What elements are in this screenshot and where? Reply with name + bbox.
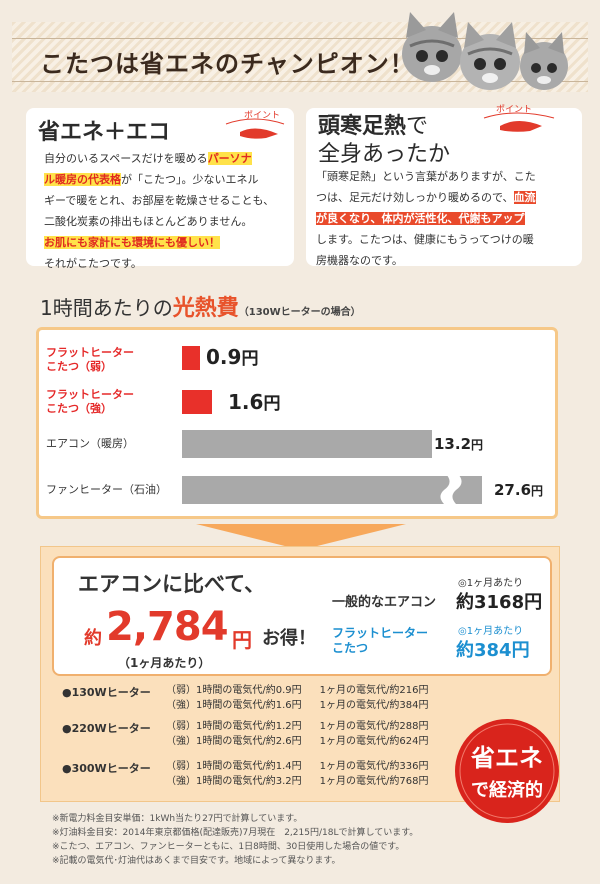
kitten-middle: [460, 22, 520, 90]
category-label-kotatsu-weak: フラットヒーター こたつ（弱）: [46, 346, 134, 373]
heater-300w-label: ●300Wヒーター: [62, 762, 151, 775]
value-label-aircon: 13.2円: [434, 435, 484, 453]
heater-130w-rates: （弱）1時間の電気代/約0.9円 1ヶ月の電気代/約216円 （強）1時間の電気代…: [166, 685, 429, 711]
kittens-image: [402, 12, 568, 90]
point-label: ポイント: [496, 104, 532, 115]
footnotes: ※新電力料金目安単価：1kWh当たり27円で計算しています。 ※灯油料金目安：2…: [52, 812, 418, 868]
heater-220w-label: ●220Wヒーター: [62, 722, 151, 735]
comparison-heading: エアコンに比べて、: [78, 572, 266, 596]
aircon-per-month-note: ◎1ヶ月あたり: [458, 578, 524, 589]
category-label-aircon: エアコン（暖房）: [46, 437, 134, 450]
health-card-text: 「頭寒足熱」という言葉がありますが、こた つは、足元だけ効しっかり暖めるので、血…: [316, 170, 536, 267]
aircon-monthly-cost: 約3168円: [456, 592, 543, 613]
cost-section-title: 1時間あたりの光熱費（130Wヒーターの場合）: [40, 296, 361, 321]
pointer-hand-icon: [240, 128, 278, 139]
aircon-label: 一般的なエアコン: [332, 595, 437, 610]
health-card: [306, 108, 582, 266]
heater-300w-rates: （弱）1時間の電気代/約1.4円 1ヶ月の電気代/約336円 （強）1時間の電気代…: [166, 761, 429, 787]
economy-badge: 省エネ で経済的: [455, 719, 559, 823]
footnote: ※こたつ、エアコン、ファンヒーターともに、1日8時間、30日使用した場合の値です…: [52, 842, 405, 852]
kitten-right: [520, 32, 568, 90]
savings-per-month: （1ヶ月あたり）: [118, 656, 211, 670]
category-label-fan-heater: ファンヒーター（石油）: [46, 483, 167, 496]
eco-card-title: 省エネ＋エコ: [38, 120, 171, 145]
kotatsu-per-month-note: ◎1ヶ月あたり: [458, 626, 524, 637]
heater-220w-rates: （弱）1時間の電気代/約1.2円 1ヶ月の電気代/約288円 （強）1時間の電気代…: [166, 721, 429, 747]
bar-kotatsu-strong: [182, 390, 212, 414]
health-card-title: 頭寒足熱で: [318, 114, 429, 139]
down-arrow-icon: [196, 524, 406, 550]
kotatsu-label: フラットヒーター こたつ: [332, 626, 429, 655]
point-label: ポイント: [244, 110, 280, 121]
point-badge-left: ポイント: [225, 110, 285, 139]
comparison-box: [52, 556, 552, 676]
savings-approx: 約: [84, 628, 102, 649]
health-card-subtitle: 全身あったか: [318, 142, 451, 167]
savings-yen: 円: [232, 628, 252, 652]
category-label-kotatsu-strong: フラットヒーター こたつ（強）: [46, 388, 134, 415]
savings-otoku: お得！: [262, 628, 316, 649]
point-badge-right: ポイント: [483, 104, 555, 132]
page-title: こたつは省エネのチャンピオン！: [40, 50, 415, 78]
footnote: ※新電力料金目安単価：1kWh当たり27円で計算しています。: [52, 814, 303, 824]
badge-line-2: で経済的: [471, 779, 543, 801]
kotatsu-monthly-cost: 約384円: [456, 640, 530, 661]
bar-kotatsu-weak: [182, 346, 200, 370]
savings-amount: 2,784: [106, 604, 229, 650]
eco-card-text: 自分のいるスペースだけを暖めるパーソナ ル暖房の代表格が「こたつ」。少ないエネル…: [44, 152, 275, 270]
bar-aircon: [182, 430, 432, 458]
value-label-kotatsu-weak: 0.9円: [206, 345, 259, 369]
heater-130w-label: ●130Wヒーター: [62, 686, 151, 699]
kitten-left: [402, 12, 462, 82]
footnote: ※灯油料金目安：2014年東京都価格(配達販売)7月現在 2,215円/18Lで…: [52, 828, 419, 838]
bar-fan-heater: [182, 476, 482, 504]
badge-line-1: 省エネ: [470, 744, 543, 772]
pointer-hand-icon: [500, 121, 542, 132]
footnote: ※記載の電気代･灯油代はあくまで目安です。地域によって異なります。: [52, 856, 341, 866]
value-label-kotatsu-strong: 1.6円: [228, 390, 281, 414]
value-label-fan-heater: 27.6円: [494, 481, 544, 499]
